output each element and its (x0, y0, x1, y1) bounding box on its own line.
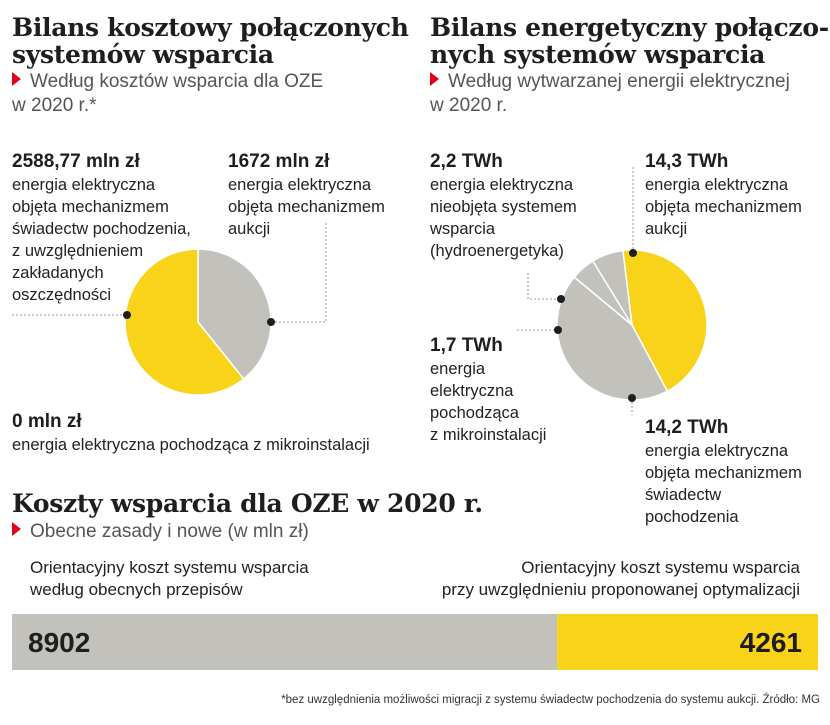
right-value-micro: 1,7 TWh (430, 335, 503, 356)
right-value-hydro: 2,2 TWh (430, 151, 503, 172)
bottom-title: Koszty wsparcia dla OZE w 2020 r. (12, 489, 483, 518)
energy-pie-slice-3 (591, 249, 633, 326)
bottom-subtitle-text: Obecne zasady i nowe (w mln zł) (30, 521, 309, 542)
red-triangle-icon (12, 522, 21, 536)
red-triangle-icon (12, 72, 21, 86)
dot-right-auctions (629, 249, 637, 257)
left-title-line2: systemów wsparcia (12, 40, 274, 69)
red-triangle-icon (430, 72, 439, 86)
right-annot-certificates: 14,2 TWh energia elektryczna objęta mech… (645, 416, 830, 528)
right-title-line2: nych systemów wsparcia (430, 40, 766, 69)
left-text-auctions: energia elektryczna objęta mechanizmem a… (228, 176, 385, 238)
dot-left-auctions (267, 318, 275, 326)
right-value-auctions: 14,3 TWh (645, 151, 729, 172)
bar-current (12, 614, 558, 670)
energy-pie-slice-0 (622, 249, 708, 393)
left-annot-certificates: 2588,77 mln zł energia elektryczna objęt… (12, 150, 232, 306)
right-title-line1: Bilans energetyczny połączo- (430, 13, 829, 42)
left-title-line1: Bilans kosztowy połączonych (12, 13, 409, 42)
right-text-auctions: energia elektryczna objęta mechanizmem a… (645, 176, 802, 238)
bar-value-optimized: 4261 (740, 627, 802, 658)
dot-right-certificates (628, 394, 636, 402)
dot-left-certificates (123, 311, 131, 319)
right-text-certificates: energia elektryczna objęta mechanizmem ś… (645, 442, 802, 526)
right-annot-auctions: 14,3 TWh energia elektryczna objęta mech… (645, 150, 830, 240)
bar-label-optimized: Orientacyjny koszt systemu wsparcia przy… (441, 558, 800, 599)
right-subtitle: Według wytwarzanej energii elektrycznej … (430, 70, 830, 118)
left-annot-auctions: 1672 mln zł energia elektryczna objęta m… (228, 150, 428, 240)
left-subtitle-line2: w 2020 r.* (12, 95, 97, 116)
cost-pie-slice-0 (197, 248, 272, 381)
bar-value-current: 8902 (28, 627, 90, 658)
right-subtitle-line2: w 2020 r. (430, 95, 508, 116)
left-annot-micro: 0 mln zł energia elektryczna pochodząca … (12, 410, 422, 456)
footnote: *bez uwzględnienia możliwości migracji z… (281, 694, 820, 706)
left-value-micro: 0 mln zł (12, 411, 82, 432)
right-text-micro: energia elektryczna pochodząca z mikroin… (430, 360, 547, 444)
right-annot-hydro: 2,2 TWh energia elektryczna nieobjęta sy… (430, 150, 630, 262)
left-text-micro: energia elektryczna pochodząca z mikroin… (12, 436, 370, 454)
cost-pie-slice-1 (124, 248, 245, 396)
dot-right-hydro (557, 295, 565, 303)
bar-label-current: Orientacyjny koszt systemu wsparcia wedł… (30, 558, 309, 599)
left-subtitle-line1: Według kosztów wsparcia dla OZE (30, 71, 324, 92)
leader-left-auctions (271, 223, 327, 323)
dot-right-micro (554, 326, 562, 334)
left-text-certificates: energia elektryczna objęta mechanizmem ś… (12, 176, 191, 304)
left-title: Bilans kosztowy połączonych systemów wsp… (12, 14, 412, 68)
right-annot-micro: 1,7 TWh energia elektryczna pochodząca z… (430, 334, 580, 446)
right-subtitle-line1: Według wytwarzanej energii elektrycznej (448, 71, 790, 92)
left-value-auctions: 1672 mln zł (228, 151, 330, 172)
right-value-certificates: 14,2 TWh (645, 417, 729, 438)
right-title: Bilans energetyczny połączo- nych system… (430, 14, 830, 68)
left-value-certificates: 2588,77 mln zł (12, 151, 140, 172)
right-text-hydro: energia elektryczna nieobjęta systemem w… (430, 176, 577, 260)
bottom-subtitle: Obecne zasady i nowe (w mln zł) (12, 520, 612, 544)
bar-optimized (557, 614, 818, 670)
leader-right-hydro (527, 273, 561, 300)
left-subtitle: Według kosztów wsparcia dla OZE w 2020 r… (12, 70, 412, 118)
